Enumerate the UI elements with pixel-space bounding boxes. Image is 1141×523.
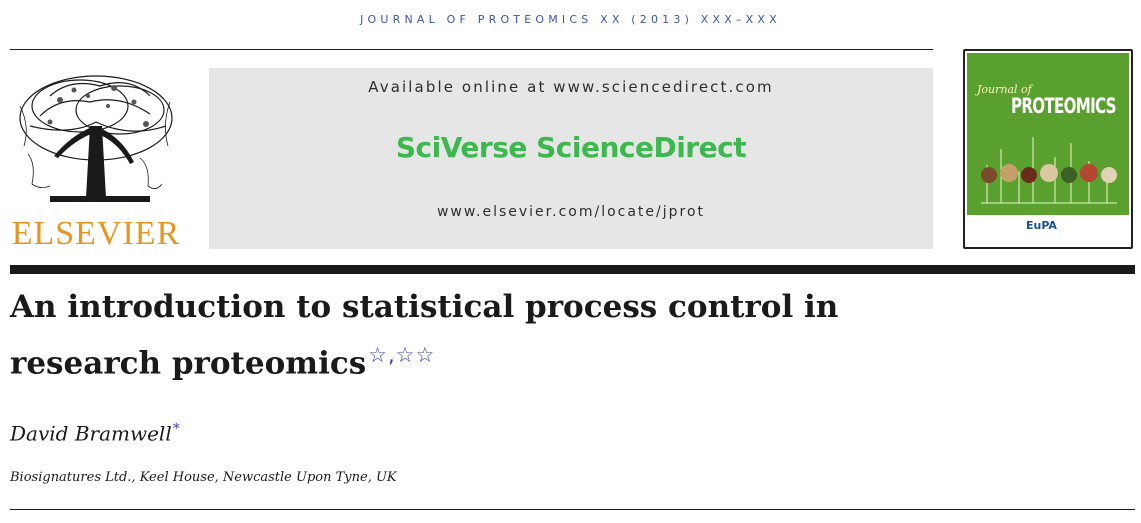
cover-art: Journal of PROTEOMICS	[967, 53, 1129, 215]
footer-rule	[10, 509, 1135, 510]
running-head: JOURNAL OF PROTEOMICS XX (2013) XXX–XXX	[360, 13, 781, 26]
journal-url-link[interactable]: www.elsevier.com/locate/jprot	[436, 204, 706, 220]
cover-journal-name: PROTEOMICS	[1011, 94, 1117, 118]
elsevier-logo: ELSEVIER	[10, 66, 182, 252]
available-online-text: Available online at www.sciencedirect.co…	[368, 78, 774, 96]
sciverse-brand: SciVerse ScienceDirect	[395, 131, 747, 164]
sciencedirect-banner: Available online at www.sciencedirect.co…	[209, 68, 933, 249]
author-line: David Bramwell*	[10, 421, 180, 446]
title-footnote-links[interactable]: ☆,☆☆	[368, 343, 436, 367]
article-title-line1: An introduction to statistical process c…	[10, 289, 839, 325]
mass-spectrum-graphic	[981, 137, 1117, 204]
article-title: An introduction to statistical process c…	[10, 283, 1010, 388]
title-rule	[10, 265, 1135, 274]
author-affiliation: Biosignatures Ltd., Keel House, Newcastl…	[10, 470, 397, 485]
publisher-wordmark: ELSEVIER	[11, 215, 181, 252]
article-title-line2: research proteomics	[10, 345, 367, 382]
corresponding-author-link[interactable]: *	[172, 421, 180, 437]
eupa-logo: EuPA	[1026, 219, 1057, 232]
cover-journal-prefix: Journal of	[977, 83, 1032, 96]
journal-cover: Journal of PROTEOMICS	[963, 49, 1133, 249]
header-rule	[10, 49, 933, 50]
author-name: David Bramwell	[10, 421, 172, 446]
elsevier-tree-icon	[19, 75, 173, 202]
